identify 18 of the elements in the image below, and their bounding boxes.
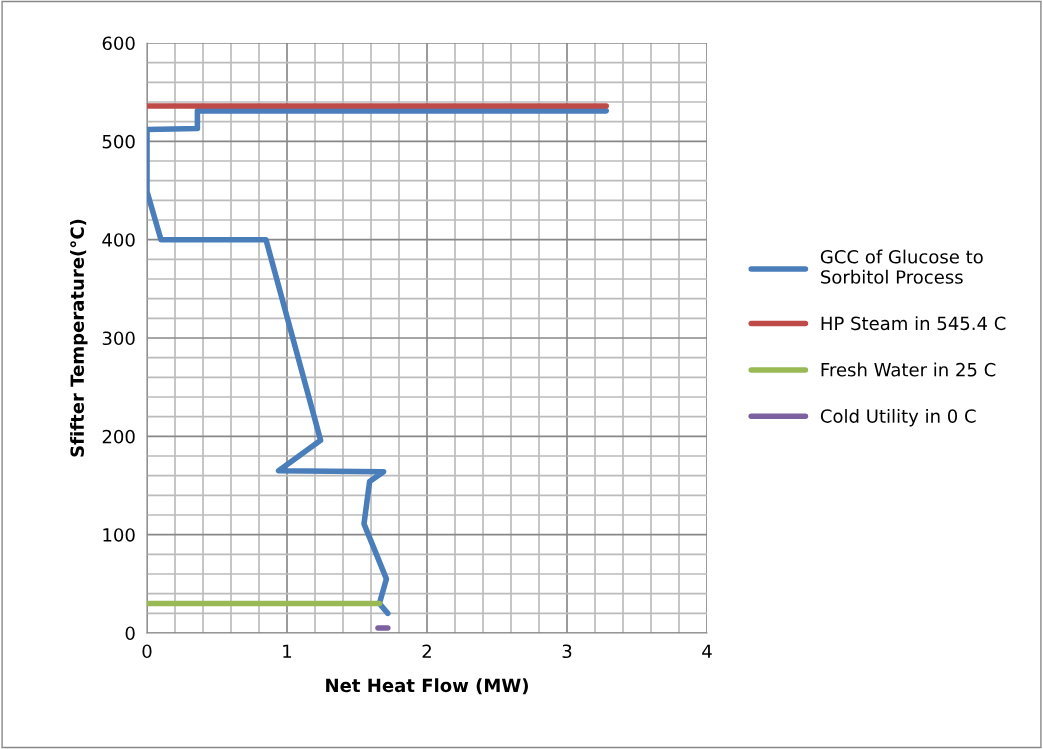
y-tick-label: 200 (102, 429, 135, 444)
y-tick-label: 400 (102, 233, 135, 247)
x-tick-label: 0 (142, 644, 152, 659)
y-tick-label: 300 (102, 331, 135, 346)
y-axis-title: Sfifter Temperature(°C) (70, 219, 88, 457)
y-tick-label: 100 (103, 528, 135, 542)
y-tick-label: 500 (102, 134, 135, 149)
x-tick-label: 3 (562, 644, 572, 659)
legend-label: HP Steam in 545.4 C (821, 316, 1006, 331)
legend-label: Fresh Water in 25 C (821, 362, 996, 377)
y-tick-label: 0 (125, 626, 135, 641)
x-tick-label: 1 (283, 644, 292, 658)
x-tick-label: 4 (702, 644, 712, 658)
legend-label: Cold Utility in 0 C (820, 408, 976, 427)
x-axis-title: Net Heat Flow (MW) (326, 678, 528, 695)
legend-label: GCC of Glucose to Sorbitol Process (820, 249, 983, 284)
y-tick-label: 600 (102, 36, 135, 51)
x-tick-label: 2 (422, 644, 431, 658)
